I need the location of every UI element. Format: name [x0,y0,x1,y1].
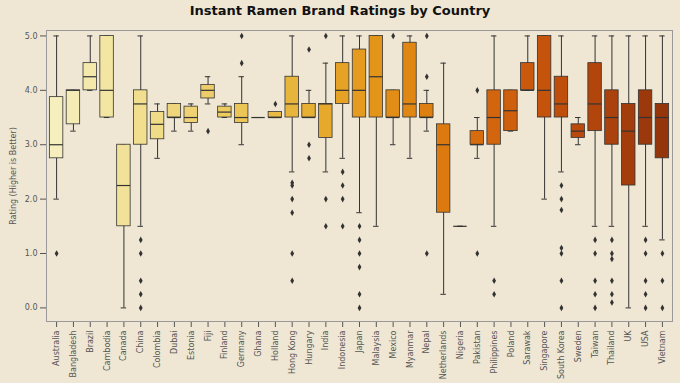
svg-text:Pakistan: Pakistan [473,331,482,365]
svg-text:South Korea: South Korea [557,330,566,379]
svg-text:Malaysia: Malaysia [372,330,381,365]
svg-text:USA: USA [641,330,650,347]
svg-text:Netherlands: Netherlands [439,331,448,380]
svg-text:Japan: Japan [355,331,364,354]
svg-text:Nepal: Nepal [422,331,431,354]
svg-text:Mexico: Mexico [389,330,398,358]
svg-text:Dubai: Dubai [170,331,179,354]
svg-text:Thailand: Thailand [607,331,616,366]
svg-text:India: India [321,330,330,350]
svg-text:Fiji: Fiji [204,331,213,342]
svg-text:Finland: Finland [220,331,229,360]
svg-text:Estonia: Estonia [187,330,196,360]
svg-text:Rating (Higher is Better): Rating (Higher is Better) [9,127,18,225]
svg-text:Holland: Holland [271,331,280,361]
svg-text:5.0: 5.0 [25,31,38,40]
svg-text:Indonesia: Indonesia [338,330,347,369]
svg-text:Bangladesh: Bangladesh [69,331,78,378]
svg-text:Hong Kong: Hong Kong [288,331,297,375]
svg-text:Germany: Germany [237,330,246,367]
svg-text:Nigeria: Nigeria [456,330,465,359]
svg-text:Cambodia: Cambodia [103,330,112,371]
svg-text:Singapore: Singapore [540,330,549,370]
svg-text:Philippines: Philippines [490,331,499,374]
svg-text:Vietnam: Vietnam [658,330,667,364]
svg-text:China: China [136,330,145,353]
svg-text:Sweden: Sweden [574,331,583,363]
svg-text:Hungary: Hungary [305,330,314,364]
svg-text:Ghana: Ghana [254,330,263,356]
svg-text:Myanmar: Myanmar [406,330,415,368]
svg-text:Australia: Australia [52,330,61,365]
svg-text:1.0: 1.0 [25,249,38,258]
svg-text:Poland: Poland [507,331,516,358]
svg-text:Brazil: Brazil [86,331,95,353]
svg-text:Colombia: Colombia [153,330,162,368]
svg-text:UK: UK [624,330,633,342]
html-text:Instant Ramen Brand Ratings by: Instant Ramen Brand Ratings by Country [189,3,491,18]
svg-text:2.0: 2.0 [25,195,38,204]
svg-text:Taiwan: Taiwan [591,331,600,359]
svg-text:3.0: 3.0 [25,140,38,149]
svg-text:Canada: Canada [119,330,128,361]
svg-text:Sarawak: Sarawak [523,330,532,365]
svg-text:0.0: 0.0 [25,303,38,312]
svg-text:4.0: 4.0 [25,86,38,95]
